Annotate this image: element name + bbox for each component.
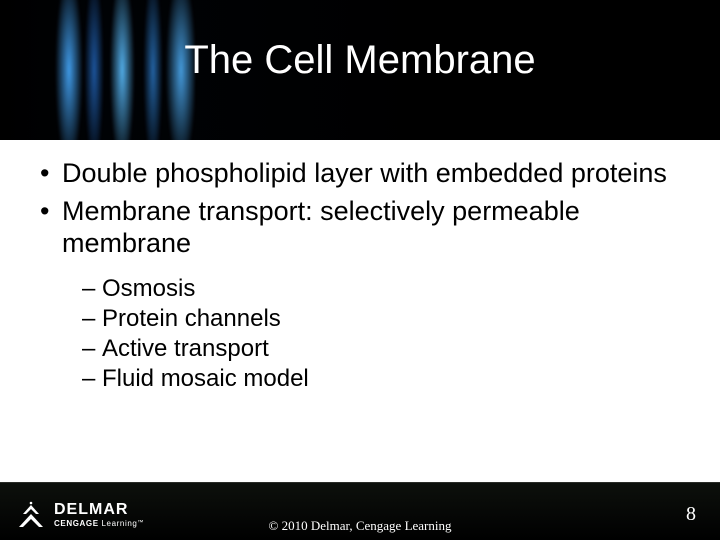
bullet-level2: Active transport: [40, 334, 680, 364]
slide-body: Double phospholipid layer with embedded …: [40, 158, 680, 394]
sub-bullet-block: Osmosis Protein channels Active transpor…: [40, 274, 680, 394]
bullet-level1: Membrane transport: selectively permeabl…: [40, 196, 680, 260]
page-title: The Cell Membrane: [0, 38, 720, 83]
copyright-text: © 2010 Delmar, Cengage Learning: [0, 518, 720, 534]
header-band: The Cell Membrane: [0, 0, 720, 140]
slide: The Cell Membrane Double phospholipid la…: [0, 0, 720, 540]
page-number: 8: [686, 503, 696, 526]
bullet-level1: Double phospholipid layer with embedded …: [40, 158, 680, 190]
brand-name: DELMAR: [54, 502, 144, 518]
footer-band: DELMAR CENGAGE Learning™ © 2010 Delmar, …: [0, 482, 720, 540]
bullet-level2: Osmosis: [40, 274, 680, 304]
bullet-level2: Protein channels: [40, 304, 680, 334]
bullet-level2: Fluid mosaic model: [40, 364, 680, 394]
